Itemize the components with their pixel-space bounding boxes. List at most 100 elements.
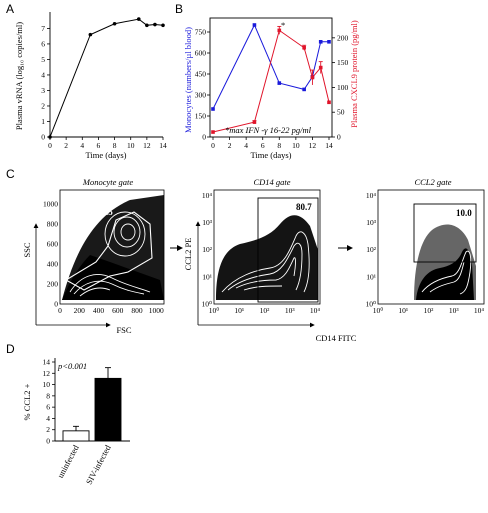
cxcl9-point (327, 100, 331, 105)
log-x-tick: 10⁰ (373, 306, 384, 315)
panel-a-label: A (6, 2, 14, 16)
monocytes-point (302, 87, 306, 92)
y-tick-label: 6 (46, 403, 50, 412)
panel-b-series (211, 23, 331, 134)
panel-d-pvalue: p<0.001 (57, 361, 87, 371)
flow-plot3-y-ticks: 10⁰ 10¹ 10² 10³ 10⁴ (365, 191, 376, 309)
cxcl9-point (211, 130, 215, 134)
left-tick-label: 450 (195, 70, 207, 79)
y-tick-label: 14 (43, 358, 51, 367)
panel-a-series (48, 17, 165, 139)
category-label: uninfected (55, 443, 81, 480)
log-y-tick: 10⁰ (365, 300, 376, 309)
vrna-point (112, 21, 117, 26)
log-x-tick: 10³ (285, 306, 296, 315)
y-tick-label: 8 (46, 391, 50, 400)
cxcl9-point (277, 28, 282, 33)
plot1-y-tick: 800 (47, 220, 59, 229)
right-tick-label: 50 (337, 108, 345, 117)
gate2-title: CD14 gate (253, 177, 290, 187)
y-tick-label: 2 (46, 425, 50, 434)
x-tick-label: 4 (80, 141, 84, 150)
log-y-tick: 10¹ (366, 272, 376, 281)
ccl2-cd14-axis-arrows (195, 221, 315, 328)
log-x-tick: 10⁴ (474, 306, 485, 315)
plot1-y-tick: 600 (47, 240, 59, 249)
y-tick-label: 2 (41, 101, 45, 110)
y-tick-label: 6 (41, 39, 45, 48)
flow-plot1-x-ticks: 0 200 400 600 800 1000 (58, 306, 164, 315)
siv-infected-bar (94, 377, 122, 442)
vrna-point (88, 32, 93, 37)
plot1-x-tick: 200 (74, 306, 86, 315)
x-tick-label: 8 (113, 141, 117, 150)
y-tick-label: 4 (41, 70, 45, 79)
x-tick-label: 14 (159, 141, 167, 150)
plot1-x-tick: 1000 (149, 306, 164, 315)
cxcl9-point (318, 65, 323, 70)
monocytes-point (318, 40, 323, 44)
log-y-tick: 10³ (202, 218, 213, 227)
x-tick-label: 14 (325, 141, 333, 150)
monocytes-point (277, 81, 282, 85)
y-tick-label: 5 (41, 55, 45, 64)
cd14fitc-label: CD14 FITC (316, 333, 357, 343)
y-tick-label: 4 (46, 414, 50, 423)
x-tick-label: 2 (228, 141, 232, 150)
cxcl9-point (302, 45, 306, 50)
monocytes-point (211, 107, 215, 111)
y-tick-label: 12 (43, 369, 51, 378)
vrna-line (49, 18, 164, 138)
left-tick-label: 150 (195, 112, 207, 121)
y-tick-label: 10 (43, 380, 51, 389)
panel-d-label: D (6, 342, 15, 356)
log-x-tick: 10¹ (234, 306, 244, 315)
plot1-y-tick: 200 (47, 280, 59, 289)
panel-d-ylabel: % CCL2 + (22, 383, 32, 420)
left-tick-label: 0 (202, 133, 206, 142)
plot1-x-tick: 0 (58, 306, 62, 315)
flow-plot-ccl2 (377, 189, 485, 305)
panel-b-label: B (175, 2, 183, 16)
ccl2pe-label: CCL2 PE (183, 238, 193, 271)
category-label: SIV-infected (84, 443, 113, 486)
vrna-point (161, 23, 165, 28)
log-x-tick: 10² (260, 306, 271, 315)
gate1-value: 12.5 (97, 207, 113, 217)
log-x-tick: 10¹ (398, 306, 408, 315)
ssc-fsc-axis-arrows (33, 223, 111, 328)
y-tick-label: 0 (46, 437, 50, 446)
left-tick-label: 300 (195, 91, 207, 100)
vrna-point (145, 23, 149, 28)
panel-d-x-labels: uninfected SIV-infected (55, 443, 113, 486)
plot1-x-tick: 400 (93, 306, 105, 315)
panel-b-annotation: *max IFN -γ 16-22 pg/ml (225, 125, 312, 135)
log-x-tick: 10² (424, 306, 435, 315)
log-y-tick: 10² (202, 245, 213, 254)
right-tick-label: 100 (337, 83, 349, 92)
panel-b-left-ticks: 0 150 300 450 600 750 (195, 28, 210, 142)
cxcl9-point (252, 120, 257, 124)
monocytes-point (252, 23, 257, 27)
x-tick-label: 6 (261, 141, 265, 150)
x-tick-label: 8 (277, 141, 281, 150)
y-tick-label: 1 (41, 117, 45, 126)
gate3-value: 10.0 (456, 208, 472, 218)
left-tick-label: 600 (195, 49, 207, 58)
x-tick-label: 6 (97, 141, 101, 150)
panel-b-xlabel: Time (days) (250, 150, 291, 160)
log-x-tick: 10⁴ (310, 306, 321, 315)
ssc-label: SSC (22, 242, 32, 257)
panel-b-x-ticks: 0 2 4 6 8 10 12 14 (211, 137, 333, 150)
log-x-tick: 10³ (449, 306, 460, 315)
panel-d-y-ticks: 0 2 4 6 8 10 12 14 (43, 358, 55, 446)
fsc-label: FSC (116, 325, 131, 335)
flow-plot-monocyte (59, 189, 165, 305)
flow-plot2-y-ticks: 10⁰ 10¹ 10² 10³ 10⁴ (201, 191, 212, 309)
log-y-tick: 10⁰ (201, 300, 212, 309)
cxcl9-line (212, 29, 330, 133)
x-tick-label: 0 (48, 141, 52, 150)
right-tick-label: 200 (337, 33, 349, 42)
y-tick-label: 7 (41, 24, 45, 33)
monocytes-point (327, 40, 331, 44)
